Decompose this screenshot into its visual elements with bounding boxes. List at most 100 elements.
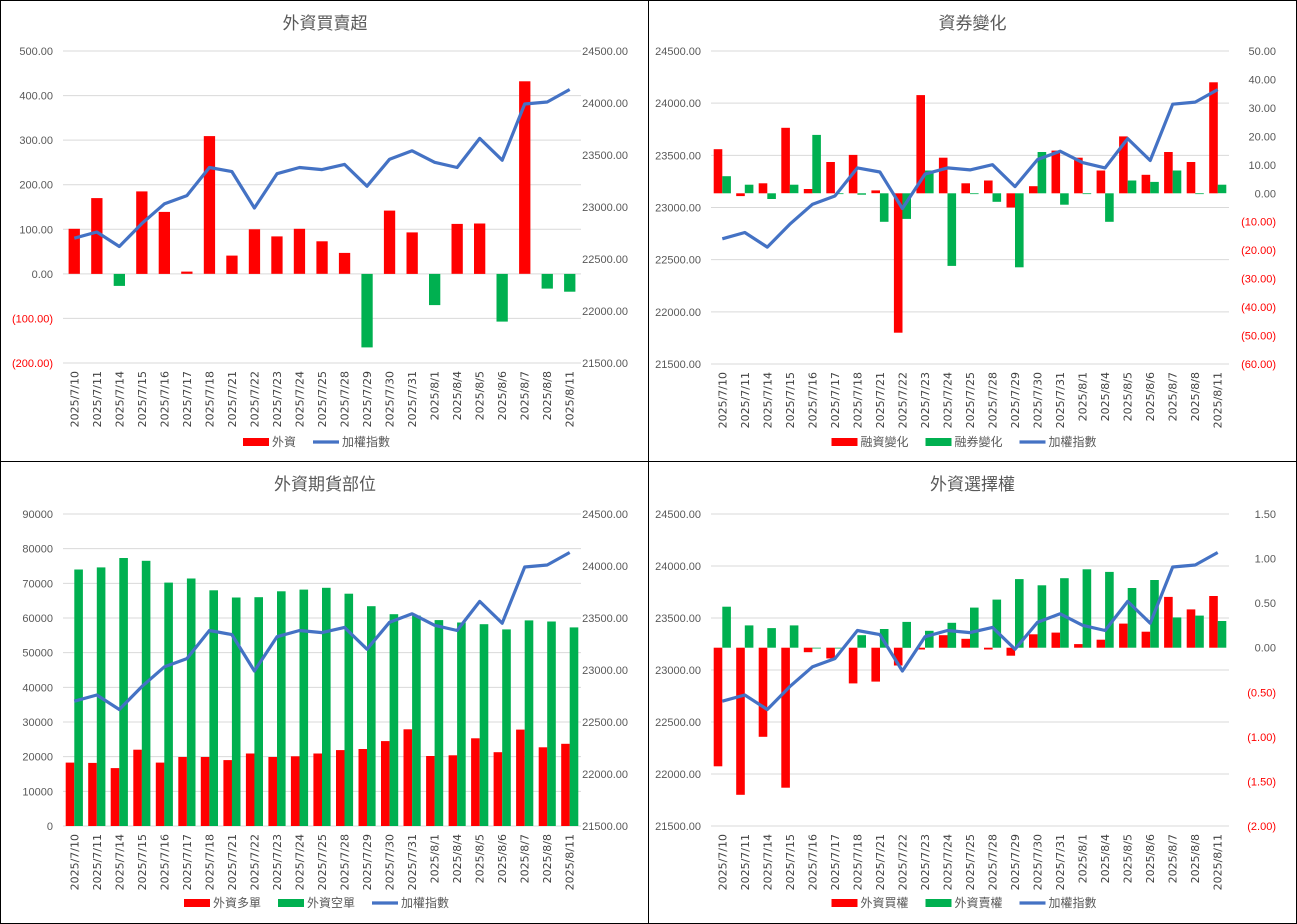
bar-融券變化: [812, 134, 821, 194]
bar-外資買權: [1164, 596, 1173, 648]
x-tick-label: 2025/7/24: [942, 834, 955, 890]
left-tick-label: 21500.00: [655, 821, 701, 833]
bar-融資變化: [893, 193, 903, 333]
left-tick-label: 10000: [22, 786, 53, 798]
legend-swatch-bar: [243, 438, 269, 446]
left-tick-label: 23000.00: [655, 203, 701, 215]
left-tick-label: 22500.00: [655, 717, 701, 729]
right-tick-label: (30.00): [1241, 274, 1276, 286]
chart-margin-short-change: 資券變化 21500.00 22000.00 22500.00 23000.00 2350…: [655, 14, 1276, 449]
bar-外資賣權: [1015, 579, 1024, 648]
left-tick-label: 300.00: [19, 135, 53, 147]
bar-外資空單: [119, 558, 128, 826]
bar-外資多單: [290, 756, 300, 826]
left-tick-label: 22000.00: [655, 769, 701, 781]
bar-外資: [68, 228, 80, 274]
bar-外資空單: [322, 587, 331, 826]
x-tick-label: 2025/7/25: [964, 834, 977, 890]
x-tick-label: 2025/7/16: [806, 834, 819, 890]
bar-外資: [181, 271, 193, 274]
bar-外資賣權: [857, 635, 866, 648]
x-tick-label: 2025/7/21: [226, 834, 239, 890]
bar-外資多單: [538, 747, 548, 826]
bar-外資: [113, 273, 125, 286]
bar-外資多單: [245, 753, 255, 826]
bar-融資變化: [1051, 150, 1061, 194]
line-加權指數: [721, 88, 1219, 249]
legend-label: 外資: [272, 435, 296, 449]
x-tick-label: 2025/8/5: [1122, 834, 1135, 883]
right-tick-label: 23500.00: [582, 150, 628, 162]
bar-融資變化: [1006, 193, 1016, 208]
x-tick-label: 2025/8/1: [429, 371, 442, 420]
left-tick-label: 24500.00: [655, 46, 701, 58]
line-加權指數: [721, 551, 1219, 712]
bar-外資買權: [1209, 596, 1218, 648]
left-tick-label: 24000.00: [655, 98, 701, 110]
left-tick-label: 500.00: [19, 46, 53, 58]
chart-title: 外資選擇權: [930, 475, 1015, 495]
x-tick-label: 2025/7/31: [1054, 834, 1067, 890]
x-tick-label: 2025/7/25: [316, 371, 329, 427]
x-tick-label: 2025/7/29: [1009, 372, 1022, 428]
x-tick-label: 2025/7/28: [339, 834, 352, 890]
bar-外資空單: [524, 620, 534, 826]
bar-融券變化: [1127, 180, 1137, 194]
left-tick-label: 60000: [22, 613, 53, 625]
x-tick-label: 2025/7/17: [181, 371, 194, 427]
x-tick-label: 2025/7/10: [68, 834, 81, 890]
bar-外資多單: [313, 753, 322, 826]
x-tick-label: 2025/7/17: [829, 834, 842, 890]
left-tick-label: 20000: [22, 752, 53, 764]
x-tick-label: 2025/8/5: [474, 834, 487, 883]
bar-外資空單: [231, 597, 241, 826]
x-tick-label: 2025/7/29: [361, 834, 374, 890]
bar-外資多單: [403, 729, 413, 826]
x-tick-label: 2025/7/15: [136, 371, 149, 427]
bar-外資賣權: [789, 625, 799, 648]
bar-外資賣權: [879, 629, 889, 648]
x-tick-label: 2025/7/16: [158, 834, 171, 890]
bar-融資變化: [1209, 82, 1218, 194]
x-tick-label: 2025/7/25: [964, 372, 977, 428]
x-tick-label: 2025/7/24: [294, 371, 307, 427]
bar-外資多單: [358, 749, 368, 826]
bar-融資變化: [826, 162, 835, 194]
legend-swatch-bar: [831, 438, 858, 446]
bar-外資賣權: [902, 621, 911, 648]
right-tick-label: 23000.00: [582, 202, 628, 214]
bar-外資: [203, 136, 216, 274]
bar-外資買權: [781, 647, 790, 788]
x-tick-label: 2025/8/4: [451, 834, 464, 883]
bar-融資變化: [984, 180, 993, 194]
bar-融券變化: [925, 170, 934, 194]
bar-外資買權: [1074, 644, 1083, 648]
bar-外資賣權: [947, 622, 957, 648]
bar-融資變化: [961, 183, 970, 194]
bar-外資空單: [141, 560, 151, 826]
legend-label: 加權指數: [342, 434, 390, 449]
x-tick-label: 2025/7/18: [203, 834, 216, 890]
legend-swatch-bar: [925, 438, 952, 446]
bar-外資買權: [1141, 631, 1151, 648]
x-tick-label: 2025/8/6: [1144, 372, 1157, 421]
bar-外資多單: [133, 749, 142, 826]
bar-外資買權: [1051, 632, 1061, 648]
bar-融資變化: [713, 149, 723, 194]
left-tick-label: 30000: [22, 717, 53, 729]
x-tick-label: 2025/7/24: [294, 834, 307, 890]
bar-外資空單: [254, 597, 263, 826]
bar-外資買權: [1006, 647, 1016, 656]
bar-外資多單: [381, 741, 390, 826]
bar-融資變化: [1119, 136, 1128, 194]
bar-外資買權: [1119, 623, 1128, 648]
legend-swatch-bar: [278, 899, 304, 907]
bar-外資多單: [65, 762, 75, 826]
right-tick-label: (1.00): [1247, 732, 1276, 744]
legend-label: 外資賣權: [955, 895, 1003, 910]
x-tick-label: 2025/8/11: [1212, 834, 1225, 890]
x-tick-label: 2025/7/31: [406, 371, 419, 427]
bar-外資空單: [547, 621, 556, 826]
left-tick-label: 24500.00: [655, 509, 701, 521]
x-tick-label: 2025/7/15: [136, 834, 149, 890]
